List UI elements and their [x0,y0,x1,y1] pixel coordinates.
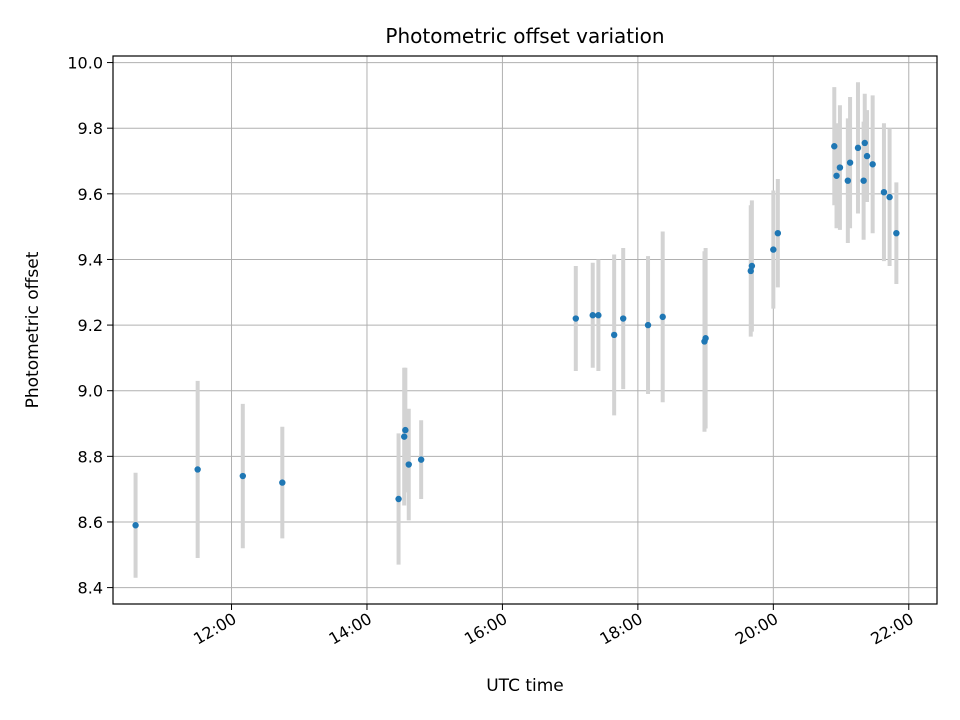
data-point [836,164,844,171]
data-point [844,177,852,184]
y-tick-label: 8.8 [78,447,103,466]
data-point [659,313,666,321]
data-point [132,522,139,529]
data-point [860,177,867,184]
data-point [644,321,652,329]
data-point [893,229,900,237]
y-axis-label: Photometric offset [23,251,43,408]
y-tick-label: 9.8 [78,119,103,138]
data-point [886,193,893,201]
data-point [595,312,602,319]
y-tick-label: 9.4 [78,250,103,269]
data-point [239,472,247,480]
data-point [748,262,756,270]
data-point [833,172,840,179]
data-point [401,433,408,440]
x-axis-label: UTC time [486,676,564,696]
data-point [747,267,754,275]
y-tick-label: 8.4 [78,579,103,598]
data-point [589,312,596,319]
plot-frame [112,55,938,605]
data-point [831,143,838,150]
data-point [610,331,618,339]
y-tick-label: 9.6 [78,185,103,204]
data-point [417,456,425,463]
y-tick-label: 9.2 [78,316,103,335]
grid [113,56,937,604]
data-points [132,139,900,529]
data-point [880,188,888,196]
data-point [702,335,709,342]
data-point [770,246,777,253]
chart-title: Photometric offset variation [385,24,664,48]
data-point [861,139,868,147]
data-point [279,479,286,486]
data-point [194,466,201,473]
data-point [869,161,876,168]
y-tick-label: 9.0 [78,382,103,401]
y-axis-ticks: 8.4 8.6 8.8 9.0 9.2 9.4 9.6 9.8 10.0 [67,54,113,598]
data-point [402,426,409,434]
y-tick-label: 8.6 [78,513,103,532]
data-point [395,495,402,503]
data-point [863,152,871,160]
data-point [846,159,854,166]
data-point [405,461,412,468]
data-point [854,144,862,152]
y-tick-label: 10.0 [67,54,103,73]
data-point [620,315,627,322]
data-point [572,315,579,322]
data-point [774,229,782,237]
